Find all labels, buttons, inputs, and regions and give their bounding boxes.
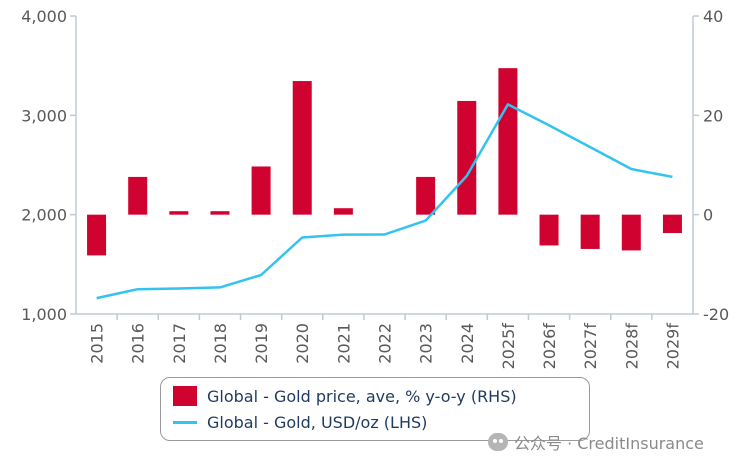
left-tick-label: 4,000 <box>21 7 67 26</box>
right-tick-label: 20 <box>703 106 723 125</box>
x-tick-label-2025f: 2025f <box>499 323 518 370</box>
bar-2025f <box>498 68 518 215</box>
x-tick-label-2027f: 2027f <box>581 323 600 370</box>
bar-2023 <box>416 176 436 215</box>
bar-2029f <box>662 214 682 234</box>
line-series <box>96 103 673 300</box>
right-tick-label: 40 <box>703 7 723 26</box>
wechat-icon <box>488 433 508 451</box>
legend: Global - Gold price, ave, % y-o-y (RHS) … <box>160 377 590 441</box>
right-tick-label: 0 <box>703 206 713 225</box>
bar-2017 <box>169 211 189 215</box>
watermark-text: 公众号 · CreditInsurance <box>514 434 704 453</box>
x-tick-label-2019: 2019 <box>252 323 271 364</box>
x-tick-label-2029f: 2029f <box>663 323 682 370</box>
x-tick-label-2024: 2024 <box>458 323 477 364</box>
x-tick-label-2017: 2017 <box>170 323 189 364</box>
bar-2027f <box>580 214 600 249</box>
bar-2016 <box>128 176 148 215</box>
bar-2024 <box>457 100 477 215</box>
x-tick-label-2016: 2016 <box>129 323 148 364</box>
x-tick-label-2026f: 2026f <box>540 323 559 370</box>
legend-label: Global - Gold, USD/oz (LHS) <box>207 413 428 432</box>
axes <box>70 15 699 320</box>
x-tick-label-2028f: 2028f <box>622 323 641 370</box>
watermark: 公众号 · CreditInsurance <box>488 430 704 454</box>
x-tick-label-2018: 2018 <box>211 323 230 364</box>
left-tick-label: 2,000 <box>21 206 67 225</box>
bar-2026f <box>539 214 559 246</box>
bar-2019 <box>251 166 271 215</box>
bar-2028f <box>621 214 641 251</box>
legend-bar-swatch <box>173 386 197 406</box>
legend-line-swatch <box>173 421 197 424</box>
tick-labels: 1,000 2,000 3,000 4,000 -20 0 20 40 2015 2016 2017… <box>21 7 729 369</box>
bar-2021 <box>333 208 353 215</box>
x-tick-label-2015: 2015 <box>88 323 107 364</box>
x-tick-label-2022: 2022 <box>376 323 395 364</box>
right-tick-label: -20 <box>703 305 729 324</box>
legend-item-gold-usd: Global - Gold, USD/oz (LHS) <box>173 413 427 432</box>
bar-2020 <box>292 81 312 215</box>
legend-label: Global - Gold price, ave, % y-o-y (RHS) <box>207 386 517 406</box>
gold-usd-line <box>96 103 673 300</box>
x-tick-label-2021: 2021 <box>334 323 353 364</box>
bar-series <box>87 68 682 256</box>
x-tick-label-2023: 2023 <box>417 323 436 364</box>
x-tick-label-2020: 2020 <box>293 323 312 364</box>
bar-2018 <box>210 211 230 215</box>
bar-2015 <box>87 214 107 256</box>
left-tick-label: 1,000 <box>21 305 67 324</box>
left-tick-label: 3,000 <box>21 106 67 125</box>
legend-item-gold-price-yoy: Global - Gold price, ave, % y-o-y (RHS) <box>173 386 517 406</box>
